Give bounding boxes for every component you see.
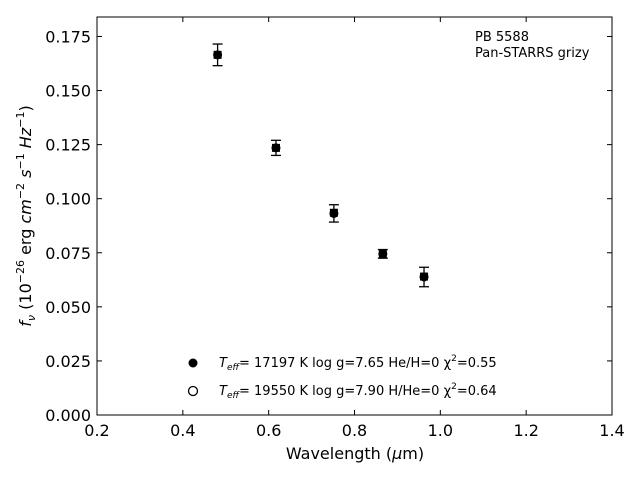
y-axis-title: fν (10−26 erg cm−2 s−1 Hz−1) — [14, 105, 38, 326]
annotation-photometry: Pan-STARRS grizy — [475, 46, 590, 61]
legend: Teff= 17197 K log g=7.65 He/H=0 χ2=0.55 … — [187, 354, 497, 401]
legend-marker-open — [187, 385, 199, 397]
legend-entry-2: Teff= 19550 K log g=7.90 H/He=0 χ2=0.64 — [219, 382, 497, 401]
x-tick-label: 0.4 — [170, 421, 195, 440]
x-tick-label: 1.4 — [599, 421, 624, 440]
x-tick-label: 0.8 — [342, 421, 367, 440]
model-markers — [213, 50, 429, 281]
y-tick-label: 0.025 — [45, 352, 91, 371]
x-tick-label: 1.2 — [513, 421, 538, 440]
legend-marker-filled — [188, 358, 198, 368]
y-tick-label: 0.125 — [45, 136, 91, 155]
y-tick-label: 0.100 — [45, 190, 91, 209]
observed-point — [378, 249, 388, 259]
legend-entry-1: Teff= 17197 K log g=7.65 He/H=0 χ2=0.55 — [219, 354, 497, 373]
y-tick-label: 0.000 — [45, 406, 91, 425]
x-tick-label: 0.6 — [256, 421, 281, 440]
observed-point — [213, 50, 223, 60]
annotation-star-name: PB 5588 — [475, 30, 529, 45]
observed-point — [419, 272, 429, 282]
y-tick-label: 0.075 — [45, 244, 91, 263]
observed-point — [271, 143, 281, 153]
observed-points — [212, 43, 430, 288]
x-tick-label: 0.2 — [84, 421, 109, 440]
x-tick-label: 1.0 — [428, 421, 453, 440]
y-tick-label: 0.050 — [45, 298, 91, 317]
y-tick-label: 0.175 — [45, 27, 91, 46]
x-axis-title: Wavelength (μm) — [286, 444, 424, 463]
observed-point — [329, 208, 339, 218]
axis-ticks: 0.2 0.4 0.6 0.8 1.0 1.2 1.4 0.000 0.025 0.050 0.07… — [45, 17, 625, 440]
y-tick-label: 0.150 — [45, 82, 91, 101]
